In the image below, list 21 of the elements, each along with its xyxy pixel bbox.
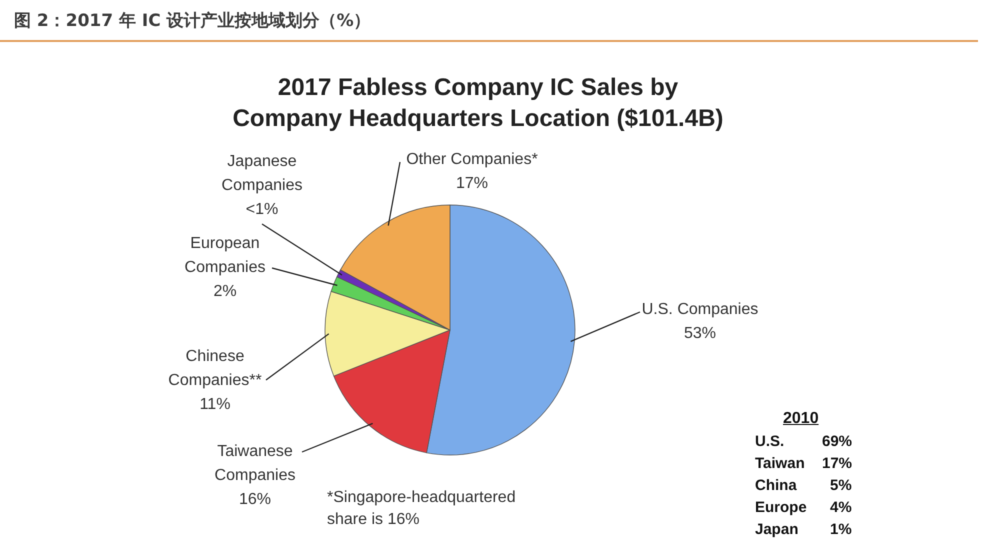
text: Europe 4% — [755, 499, 852, 516]
data-label: <1% — [246, 201, 278, 218]
slice-label: Other Companies* — [406, 150, 538, 170]
slice-label: Japanese Companies — [220, 152, 304, 196]
text: 2010 — [783, 410, 819, 428]
slice-label: European Companies — [184, 234, 266, 278]
data-label: 53% — [684, 325, 716, 342]
text: *Singapore-headquartered share is 16% — [327, 488, 517, 530]
data-label: 11% — [200, 396, 230, 413]
text: Taiwan 17% — [755, 455, 852, 472]
data-label: 2% — [213, 283, 237, 300]
data-label: 16% — [238, 491, 272, 508]
slice-label: Taiwanese Companies — [214, 442, 296, 486]
slice-label: Chinese Companies** — [167, 347, 263, 391]
text: U.S. 69% — [755, 433, 852, 450]
data-label: 17% — [456, 175, 488, 192]
text: Japan 1% — [755, 521, 852, 538]
chart-title: 图 2：2017 年 IC 设计产业按地域划分（%） — [14, 10, 371, 32]
chart-subtitle: 2017 Fabless Company IC Sales by Company Headquarters Location ($101.4B) — [232, 73, 724, 134]
slice-label: U.S. Companies — [642, 300, 758, 320]
text: China 5% — [755, 477, 852, 494]
